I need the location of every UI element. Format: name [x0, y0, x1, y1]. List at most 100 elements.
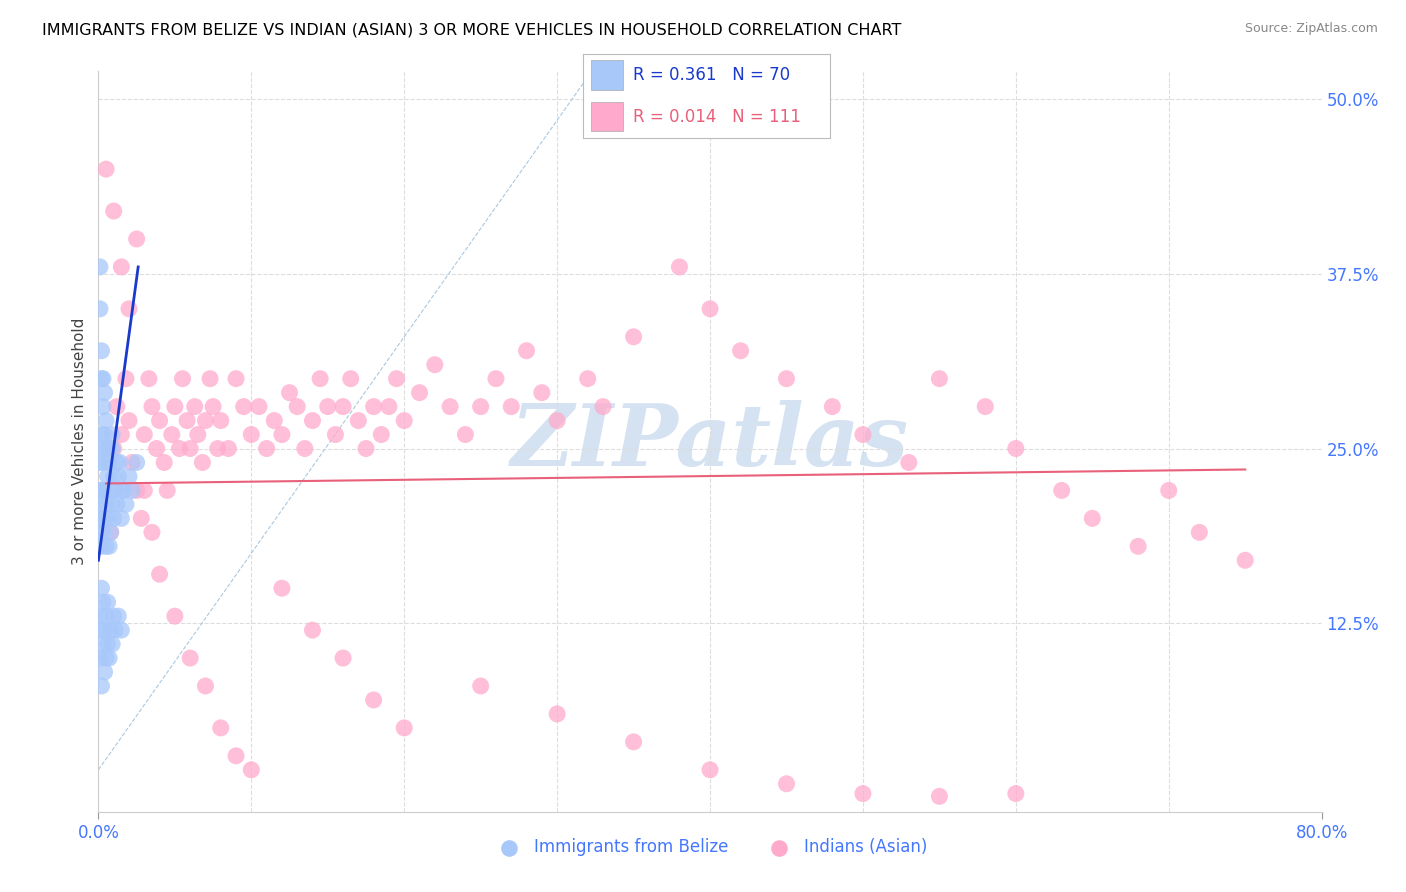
Point: [94, 539, 117, 553]
Point: [91, 372, 114, 386]
Point: [209, 414, 232, 428]
Point: [184, 400, 207, 414]
Point: [94, 483, 117, 498]
Point: [98, 539, 121, 553]
Point: [90, 343, 112, 358]
Point: [316, 400, 339, 414]
Point: [103, 609, 125, 624]
Point: [93, 385, 115, 400]
Point: [332, 651, 354, 665]
Point: [90, 539, 112, 553]
Point: [187, 427, 209, 442]
Bar: [591, 102, 623, 131]
Point: [104, 483, 127, 498]
Text: IMMIGRANTS FROM BELIZE VS INDIAN (ASIAN) 3 OR MORE VEHICLES IN HOUSEHOLD CORRELA: IMMIGRANTS FROM BELIZE VS INDIAN (ASIAN)…: [42, 22, 901, 37]
Point: [439, 400, 461, 414]
Point: [172, 372, 194, 386]
Point: [98, 455, 121, 469]
Point: [94, 497, 117, 511]
Point: [592, 400, 614, 414]
Point: [90, 581, 112, 595]
Point: [138, 372, 160, 386]
Point: [1234, 553, 1257, 567]
Text: R = 0.014   N = 111: R = 0.014 N = 111: [633, 108, 800, 126]
Point: [169, 442, 191, 456]
Point: [149, 414, 172, 428]
Point: [93, 483, 115, 498]
Point: [89, 483, 111, 498]
Point: [100, 525, 122, 540]
Point: [111, 483, 134, 498]
Point: [129, 511, 152, 525]
Point: [623, 735, 645, 749]
Point: [121, 455, 143, 469]
Point: [93, 511, 115, 525]
Point: [100, 525, 122, 540]
Point: [89, 609, 111, 624]
Point: [194, 679, 217, 693]
Point: [247, 400, 270, 414]
Point: [198, 372, 221, 386]
Point: [103, 511, 125, 525]
Point: [89, 651, 111, 665]
Point: [97, 469, 120, 483]
Point: [107, 609, 129, 624]
Point: [1004, 442, 1026, 456]
Point: [98, 651, 121, 665]
Point: [485, 372, 508, 386]
Point: [97, 511, 120, 525]
Point: [91, 595, 114, 609]
Point: [110, 511, 132, 525]
Text: ZIPatlas: ZIPatlas: [510, 400, 910, 483]
Point: [103, 204, 125, 219]
Point: [125, 483, 148, 498]
Point: [115, 497, 138, 511]
Point: [101, 497, 124, 511]
Point: [897, 455, 920, 469]
Point: [115, 372, 138, 386]
Point: [339, 372, 361, 386]
Point: [93, 623, 115, 637]
Point: [101, 442, 124, 456]
Bar: [591, 61, 623, 90]
Point: [546, 706, 568, 721]
Point: [1157, 483, 1180, 498]
Point: [90, 679, 112, 693]
Point: [141, 400, 163, 414]
Point: [278, 385, 301, 400]
Point: [118, 301, 141, 316]
Point: [91, 455, 114, 469]
Point: [107, 469, 129, 483]
Point: [325, 427, 347, 442]
Point: [153, 455, 176, 469]
Point: [163, 400, 186, 414]
Point: [90, 623, 112, 637]
Point: [97, 595, 120, 609]
Point: [501, 400, 523, 414]
Point: [263, 414, 285, 428]
Point: [1081, 511, 1104, 525]
Point: [852, 427, 875, 442]
Point: [775, 372, 797, 386]
Point: [134, 483, 156, 498]
Point: [194, 414, 217, 428]
Point: [378, 400, 401, 414]
Point: [121, 483, 143, 498]
Point: [93, 427, 115, 442]
Point: [93, 665, 115, 679]
Point: [217, 442, 239, 456]
Point: [928, 789, 950, 804]
Point: [101, 637, 124, 651]
Point: [90, 427, 112, 442]
Point: [202, 400, 225, 414]
Point: [332, 400, 354, 414]
Point: [530, 385, 553, 400]
Point: [392, 414, 416, 428]
Point: [163, 609, 186, 624]
Point: [225, 748, 247, 763]
Point: [470, 679, 492, 693]
Point: [270, 581, 292, 595]
Text: R = 0.361   N = 70: R = 0.361 N = 70: [633, 66, 790, 84]
Point: [98, 442, 121, 456]
Point: [100, 623, 122, 637]
